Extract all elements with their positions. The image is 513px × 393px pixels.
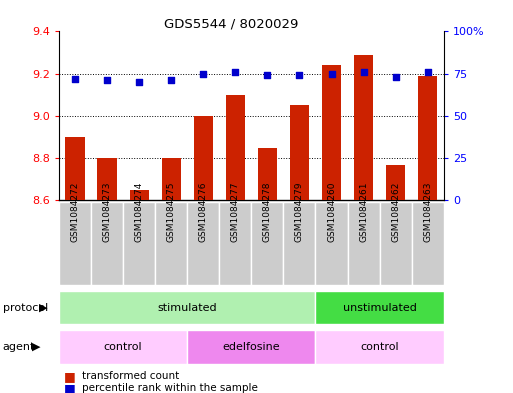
Bar [66, 137, 85, 200]
Bar [187, 330, 315, 364]
Bar [97, 158, 116, 200]
Text: GSM1084275: GSM1084275 [167, 182, 176, 242]
Text: ▶: ▶ [38, 303, 47, 312]
Text: agent: agent [3, 342, 35, 352]
Point [391, 74, 400, 80]
Bar [258, 148, 277, 200]
Text: GSM1084276: GSM1084276 [199, 182, 208, 242]
Bar [322, 65, 341, 200]
Text: GSM1084273: GSM1084273 [103, 182, 112, 242]
Bar [162, 158, 181, 200]
Point [360, 69, 368, 75]
Text: GSM1084279: GSM1084279 [295, 182, 304, 242]
Bar [220, 202, 251, 285]
Text: control: control [104, 342, 143, 352]
Bar [290, 105, 309, 200]
Text: control: control [360, 342, 399, 352]
Text: GSM1084278: GSM1084278 [263, 182, 272, 242]
Bar [59, 330, 187, 364]
Text: GSM1084263: GSM1084263 [423, 182, 432, 242]
Bar [187, 202, 220, 285]
Text: transformed count: transformed count [82, 371, 180, 381]
Point [199, 70, 207, 77]
Text: edelfosine: edelfosine [223, 342, 280, 352]
Bar [129, 190, 149, 200]
Text: stimulated: stimulated [157, 303, 217, 312]
Bar [91, 202, 123, 285]
Text: percentile rank within the sample: percentile rank within the sample [82, 383, 258, 393]
Point [327, 70, 336, 77]
Text: GSM1084274: GSM1084274 [134, 182, 144, 242]
Bar [283, 202, 315, 285]
Point [295, 72, 304, 79]
Bar [194, 116, 213, 200]
Point [135, 79, 143, 85]
Text: ■: ■ [64, 369, 76, 383]
Bar [59, 291, 315, 324]
Text: GSM1084261: GSM1084261 [359, 182, 368, 242]
Bar [380, 202, 411, 285]
Bar [411, 202, 444, 285]
Text: GDS5544 / 8020029: GDS5544 / 8020029 [164, 18, 298, 31]
Bar [59, 202, 91, 285]
Bar [251, 202, 283, 285]
Text: unstimulated: unstimulated [343, 303, 417, 312]
Text: protocol: protocol [3, 303, 48, 312]
Bar [315, 202, 348, 285]
Bar [315, 330, 444, 364]
Bar [354, 55, 373, 200]
Bar [226, 95, 245, 200]
Point [263, 72, 271, 79]
Point [424, 69, 432, 75]
Bar [315, 291, 444, 324]
Point [231, 69, 240, 75]
Text: ▶: ▶ [32, 342, 41, 352]
Text: GSM1084272: GSM1084272 [70, 182, 80, 242]
Text: GSM1084260: GSM1084260 [327, 182, 336, 242]
Point [167, 77, 175, 84]
Point [71, 75, 79, 82]
Bar [348, 202, 380, 285]
Bar [418, 76, 437, 200]
Bar [123, 202, 155, 285]
Bar [386, 165, 405, 200]
Text: GSM1084262: GSM1084262 [391, 182, 400, 242]
Text: ■: ■ [64, 382, 76, 393]
Bar [155, 202, 187, 285]
Point [103, 77, 111, 84]
Text: GSM1084277: GSM1084277 [231, 182, 240, 242]
